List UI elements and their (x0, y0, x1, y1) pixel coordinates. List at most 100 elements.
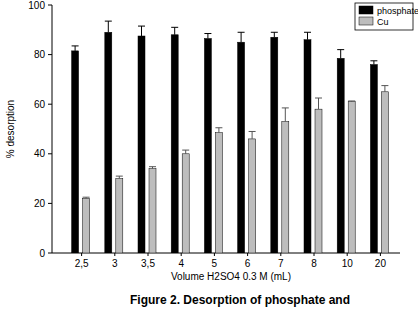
error-line (185, 150, 186, 154)
error-line (384, 86, 385, 92)
error-line (285, 108, 286, 122)
bar (204, 38, 211, 253)
x-tick (114, 253, 115, 256)
error-line (318, 98, 319, 109)
bar (116, 179, 123, 253)
x-tick (347, 253, 348, 256)
error-cap (304, 32, 311, 33)
error-cap (204, 33, 211, 34)
error-bar (204, 34, 211, 39)
bar (249, 139, 256, 253)
error-cap (116, 176, 123, 177)
error-bar (138, 26, 145, 36)
y-axis-label: % desorption (5, 100, 16, 158)
error-cap (282, 107, 289, 108)
x-tick-label: 20 (375, 258, 387, 269)
bar (282, 122, 289, 253)
error-bar (271, 32, 278, 37)
error-cap (381, 85, 388, 86)
error-cap (238, 32, 245, 33)
error-line (274, 32, 275, 37)
bar (83, 198, 90, 253)
error-cap (370, 60, 377, 61)
bar (72, 51, 79, 253)
error-line (174, 27, 175, 34)
error-bar (182, 150, 189, 154)
y-tick-label: 0 (39, 248, 45, 259)
y-tick (48, 104, 52, 105)
bar (348, 102, 355, 253)
error-line (75, 46, 76, 51)
x-axis (52, 253, 400, 254)
error-bar (105, 21, 112, 32)
y-tick-label: 80 (34, 49, 46, 60)
error-cap (83, 197, 90, 198)
caption: Figure 2. Desorption of phosphate and (130, 293, 350, 307)
x-tick-label: 5 (212, 258, 218, 269)
bar (315, 109, 322, 253)
error-cap (249, 131, 256, 132)
error-bar (149, 167, 156, 169)
x-tick-label: 8 (311, 258, 317, 269)
error-line (373, 61, 374, 65)
x-tick-label: 6 (245, 258, 251, 269)
x-tick (214, 253, 215, 256)
error-cap (348, 100, 355, 101)
error-bar (282, 108, 289, 122)
y-tick-label: 40 (34, 148, 46, 159)
bars (72, 21, 389, 253)
error-bar (337, 50, 344, 59)
x-tick-label: 4 (178, 258, 184, 269)
chart: 0204060801002,533,5456781020Volume H2SO4… (0, 0, 418, 310)
bar (105, 32, 112, 253)
y-tick (48, 54, 52, 55)
x-tick (81, 253, 82, 256)
legend-label: Cu (377, 17, 389, 27)
error-cap (171, 27, 178, 28)
bar (271, 37, 278, 253)
error-line (108, 21, 109, 32)
legend-swatch (359, 17, 373, 25)
error-cap (138, 26, 145, 27)
error-cap (149, 166, 156, 167)
x-tick (380, 253, 381, 256)
error-line (340, 50, 341, 59)
bar (215, 133, 222, 253)
y-axis (52, 5, 53, 253)
error-line (252, 131, 253, 138)
x-tick-label: 10 (342, 258, 354, 269)
y-tick (48, 5, 52, 6)
error-bar (348, 100, 355, 102)
bar (138, 36, 145, 253)
error-bar (116, 176, 123, 178)
y-tick (48, 253, 52, 254)
error-line (207, 34, 208, 39)
error-bar (315, 98, 322, 109)
error-bar (238, 32, 245, 42)
error-line (307, 32, 308, 39)
error-bar (249, 131, 256, 138)
y-tick (48, 203, 52, 204)
x-tick (314, 253, 315, 256)
error-line (241, 32, 242, 42)
bar (149, 169, 156, 253)
error-bar (370, 61, 377, 65)
bar (370, 65, 377, 253)
error-cap (215, 127, 222, 128)
error-bar (171, 27, 178, 34)
y-tick-label: 60 (34, 99, 46, 110)
x-axis-label: Volume H2SO4 0.3 M (mL) (171, 271, 291, 282)
error-bar (304, 32, 311, 39)
bar (182, 154, 189, 253)
y-tick-label: 20 (34, 198, 46, 209)
error-bar (381, 86, 388, 92)
bar (238, 42, 245, 253)
x-tick (280, 253, 281, 256)
error-cap (271, 32, 278, 33)
error-cap (105, 21, 112, 22)
x-tick (148, 253, 149, 256)
bar (171, 35, 178, 253)
legend: phosphateCu (355, 3, 418, 30)
legend-label: phosphate (377, 6, 418, 16)
x-tick (181, 253, 182, 256)
